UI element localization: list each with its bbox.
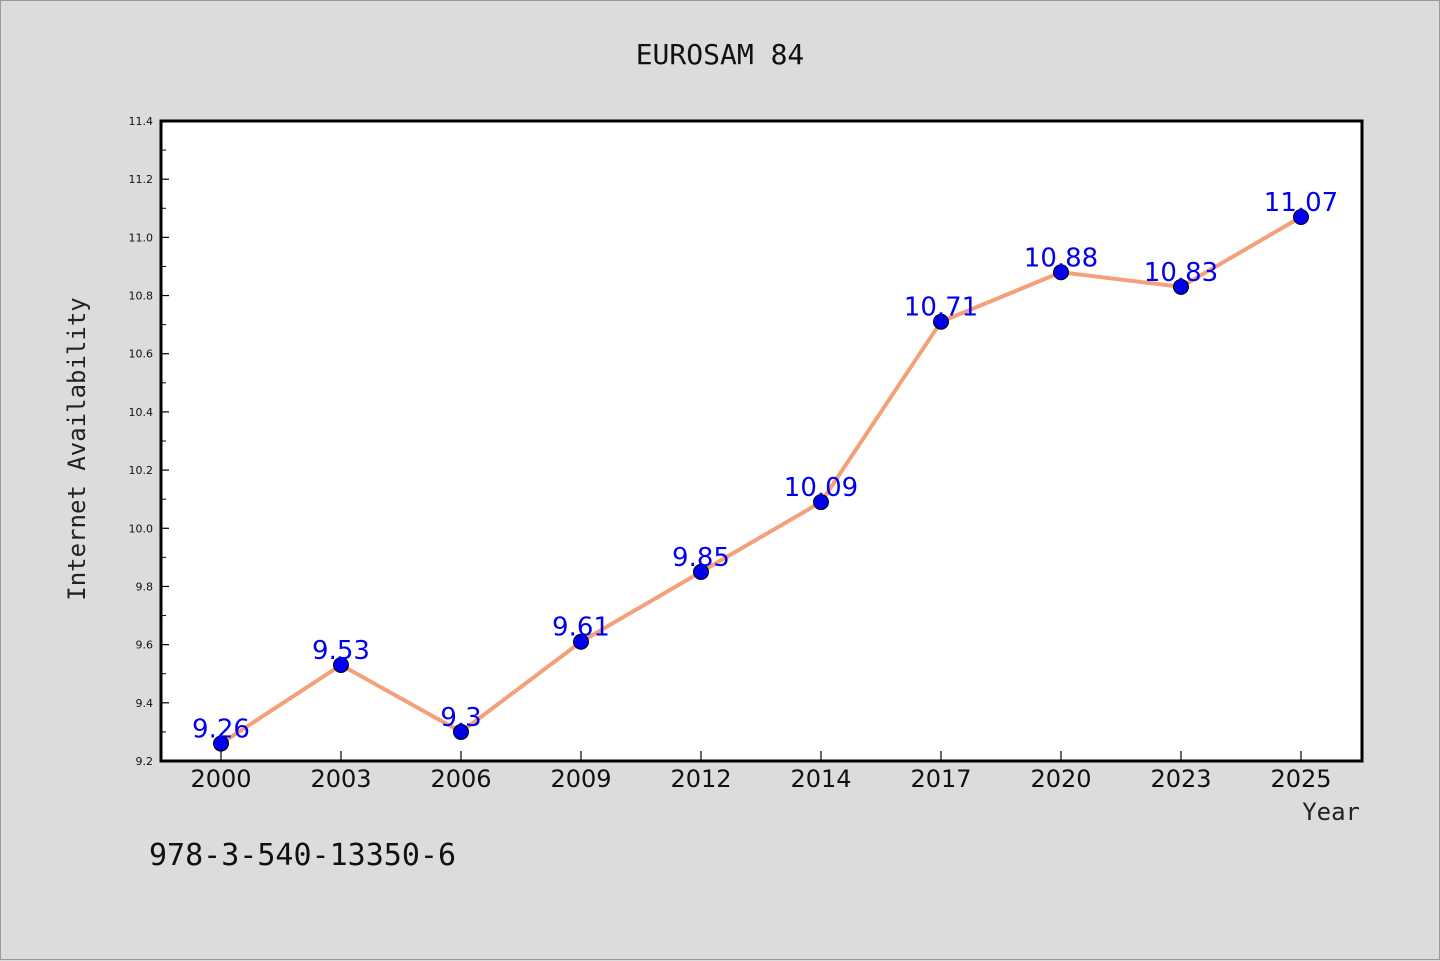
series-line [219,215,1303,746]
y-tick-label: 10.6 [129,348,154,361]
y-axis-label: Internet Availability [63,297,91,600]
y-tick-label: 9.8 [136,580,154,593]
plot-frame [159,119,1364,763]
data-label: 9.3 [440,703,481,733]
y-tick-label: 11.2 [129,173,154,186]
data-label: 11.07 [1264,188,1338,218]
x-tick-label: 2012 [670,765,731,793]
data-point [1173,278,1189,295]
data-label: 10.09 [784,473,858,503]
data-point [333,657,349,673]
x-tick-label: 2009 [550,765,611,793]
data-labels: 9.26 9.53 9.3 9.61 9.85 10.09 10.71 10.88 10.83 1… [192,188,1338,745]
x-tick-label: 2025 [1270,765,1331,793]
y-tick-label: 10.2 [129,464,154,477]
data-label: 10.71 [904,293,978,323]
y-tick-label: 9.2 [136,755,154,768]
data-point [453,723,469,740]
data-point [813,494,829,511]
x-axis-label: Year [1302,798,1360,826]
data-point [573,633,589,650]
data-label: 9.53 [312,636,370,666]
x-tick-label: 2003 [310,765,371,793]
y-tick-label: 10.8 [129,290,154,303]
x-tick-label: 2014 [790,765,851,793]
y-tick-label: 10.4 [129,406,154,419]
data-label: 9.26 [192,715,250,745]
y-tick-label: 10.0 [129,522,154,535]
y-tick-label: 9.4 [136,697,154,710]
chart-title: EUROSAM 84 [636,38,805,71]
data-point [693,563,709,580]
x-axis: 2000 2003 2006 2009 2012 2014 2017 2020 2023 2025 [190,751,1332,793]
y-tick-label: 11.0 [129,231,154,244]
y-tick-label: 11.4 [129,115,154,128]
series-markers [213,209,1309,752]
data-point [213,735,229,752]
data-point [1293,209,1309,225]
y-tick-label: 9.6 [136,639,154,652]
x-tick-label: 2023 [1150,765,1211,793]
x-tick-label: 2000 [190,765,251,793]
data-point [933,313,949,330]
x-tick-label: 2017 [910,765,971,793]
plot-area [161,121,1362,761]
data-label: 9.85 [672,543,730,573]
x-tick-label: 2020 [1030,765,1091,793]
y-axis: 9.2 9.4 9.6 9.8 10.0 10.2 10.4 10.6 10.8 11.0 11.2… [129,115,169,768]
x-tick-label: 2006 [430,765,491,793]
data-label: 10.83 [1144,258,1218,288]
data-point [1053,264,1069,281]
data-label: 9.61 [552,613,610,643]
data-label: 10.88 [1024,243,1098,273]
isbn-footnote: 978-3-540-13350-6 [149,838,456,873]
